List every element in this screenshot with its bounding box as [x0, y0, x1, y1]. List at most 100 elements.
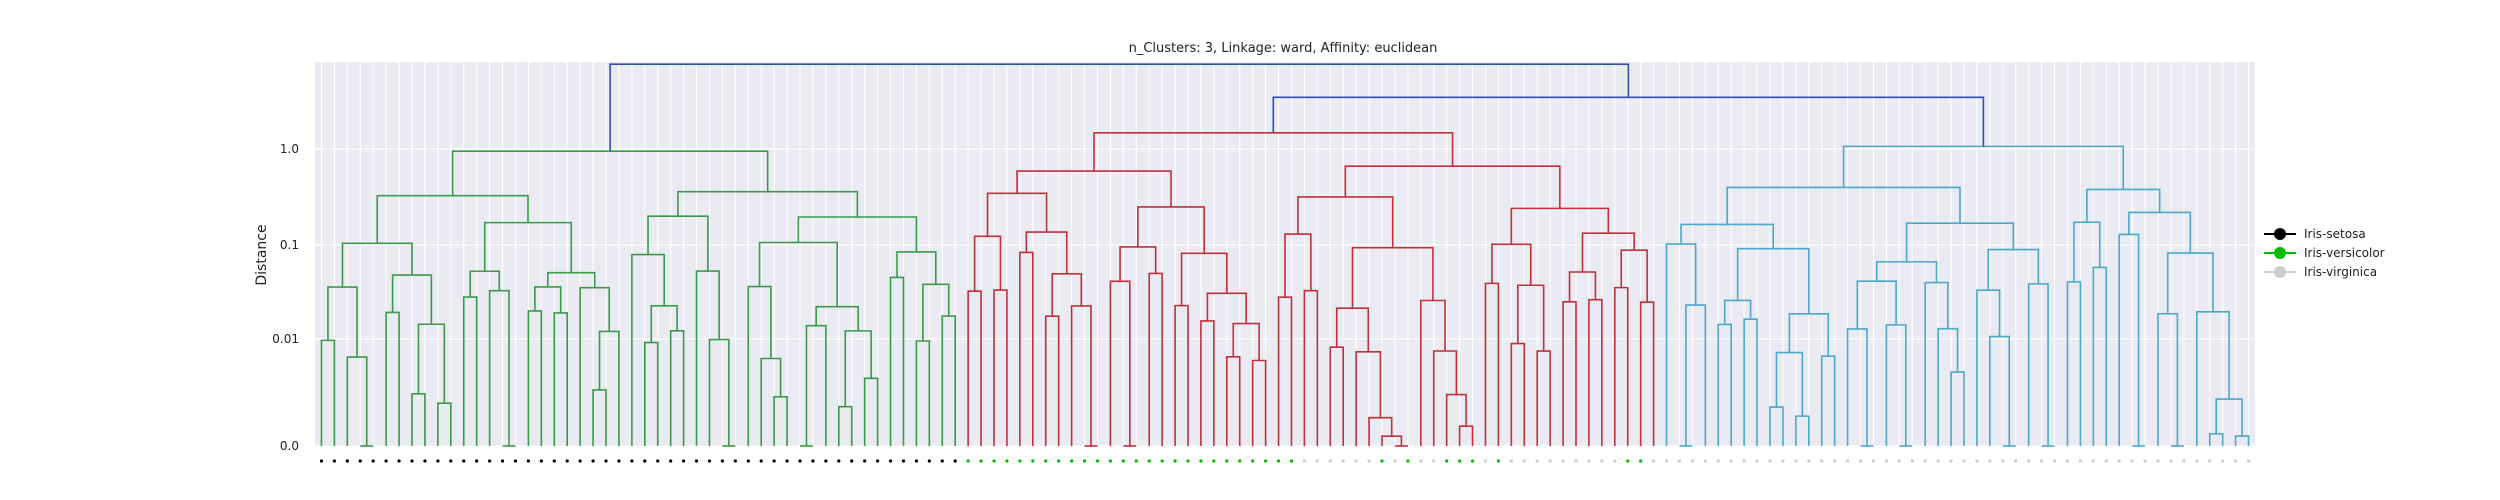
leaf-marker	[940, 459, 944, 463]
leaf-marker	[2117, 459, 2121, 463]
leaf-marker	[397, 459, 401, 463]
leaf-marker	[423, 459, 427, 463]
leaf-marker	[410, 459, 414, 463]
leaf-marker	[2104, 459, 2108, 463]
leaf-marker	[1548, 459, 1552, 463]
leaf-marker	[772, 459, 776, 463]
leaf-marker	[475, 459, 479, 463]
leaf-marker	[1729, 459, 1733, 463]
leaf-marker	[1794, 459, 1798, 463]
leaf-marker	[384, 459, 388, 463]
leaf-marker	[500, 459, 505, 463]
leaf-marker	[630, 459, 634, 463]
leaf-marker	[2221, 459, 2225, 463]
leaf-marker	[1445, 459, 1449, 463]
y-axis-label: Distance	[254, 224, 270, 285]
leaf-marker	[1755, 459, 1759, 463]
legend-label: Iris-versicolor	[2304, 246, 2385, 260]
leaf-marker	[2001, 459, 2005, 463]
leaf-marker	[1962, 459, 1966, 463]
leaf-marker	[1264, 459, 1268, 463]
leaf-marker	[2143, 459, 2147, 463]
y-axis-ticks: 0.0 0.01 0.1 1.0	[272, 142, 299, 453]
legend: Iris-setosa Iris-versicolor Iris-virginica	[2264, 227, 2385, 279]
leaf-marker	[1833, 459, 1837, 463]
leaf-marker	[1031, 459, 1035, 463]
leaf-marker	[1134, 459, 1138, 463]
leaf-marker	[526, 459, 531, 463]
leaf-marker	[1677, 459, 1682, 463]
leaf-marker	[449, 459, 453, 463]
leaf-marker	[682, 459, 686, 463]
leaf-marker	[2052, 459, 2057, 463]
leaf-marker	[1380, 459, 1384, 463]
leaf-marker	[1108, 459, 1112, 463]
leaf-marker	[345, 459, 349, 463]
y-tick-label: 0.0	[280, 439, 299, 453]
leaf-marker	[1276, 459, 1281, 463]
leaf-marker	[1975, 459, 1979, 463]
leaf-marker	[436, 459, 440, 463]
leaf-marker	[914, 459, 919, 463]
leaf-marker	[1070, 459, 1074, 463]
dendrogram-links	[320, 63, 2250, 447]
leaf-marker	[1406, 459, 1410, 463]
leaf-marker	[863, 459, 867, 463]
leaf-marker	[785, 459, 789, 463]
leaf-marker	[1509, 459, 1513, 463]
leaf-marker	[1238, 459, 1242, 463]
leaf-marker	[1212, 459, 1216, 463]
leaf-marker	[1949, 459, 1953, 463]
leaf-marker	[746, 459, 750, 463]
leaf-marker	[888, 459, 893, 463]
leaf-marker	[1910, 459, 1914, 463]
leaf-marker	[1341, 459, 1345, 463]
leaf-marker	[358, 459, 362, 463]
leaf-marker	[2208, 459, 2212, 463]
leaf-marker	[1186, 459, 1190, 463]
leaf-marker	[1225, 459, 1229, 463]
leaf-marker	[1121, 459, 1125, 463]
leaf-marker	[1807, 459, 1811, 463]
leaf-marker	[1082, 459, 1087, 463]
leaf-marker	[2040, 459, 2044, 463]
legend-marker	[2274, 247, 2286, 259]
leaf-marker	[617, 459, 621, 463]
leaf-marker	[1483, 459, 1488, 463]
leaf-marker	[1419, 459, 1423, 463]
leaf-marker	[332, 459, 336, 463]
leaf-marker	[591, 459, 595, 463]
leaf-marker	[643, 459, 647, 463]
leaf-marker	[2065, 459, 2070, 463]
leaf-marker	[2246, 459, 2251, 463]
leaf-marker	[720, 459, 725, 463]
legend-label: Iris-setosa	[2304, 227, 2366, 241]
leaf-marker	[2078, 459, 2082, 463]
leaf-marker	[966, 459, 970, 463]
leaf-marker	[1923, 459, 1927, 463]
leaf-marker	[578, 459, 582, 463]
leaf-marker	[1600, 459, 1604, 463]
leaf-marker	[1393, 459, 1397, 463]
leaf-marker	[1496, 459, 1500, 463]
leaf-marker	[1781, 459, 1785, 463]
leaf-marker	[1574, 459, 1578, 463]
leaf-marker	[1535, 459, 1539, 463]
leaf-marker	[927, 459, 931, 463]
leaf-marker	[1716, 459, 1720, 463]
leaf-marker	[1858, 459, 1863, 463]
leaf-marker	[953, 459, 957, 463]
leaf-marker	[1522, 459, 1526, 463]
leaf-marker	[1561, 459, 1565, 463]
leaf-marker	[733, 459, 737, 463]
leaf-marker	[798, 459, 802, 463]
leaf-marker	[1147, 459, 1151, 463]
leaf-marker	[876, 459, 880, 463]
leaf-marker	[837, 459, 841, 463]
leaf-marker	[2234, 459, 2238, 463]
leaf-marker	[656, 459, 660, 463]
leaf-marker	[850, 459, 854, 463]
leaf-marker	[1302, 459, 1306, 463]
